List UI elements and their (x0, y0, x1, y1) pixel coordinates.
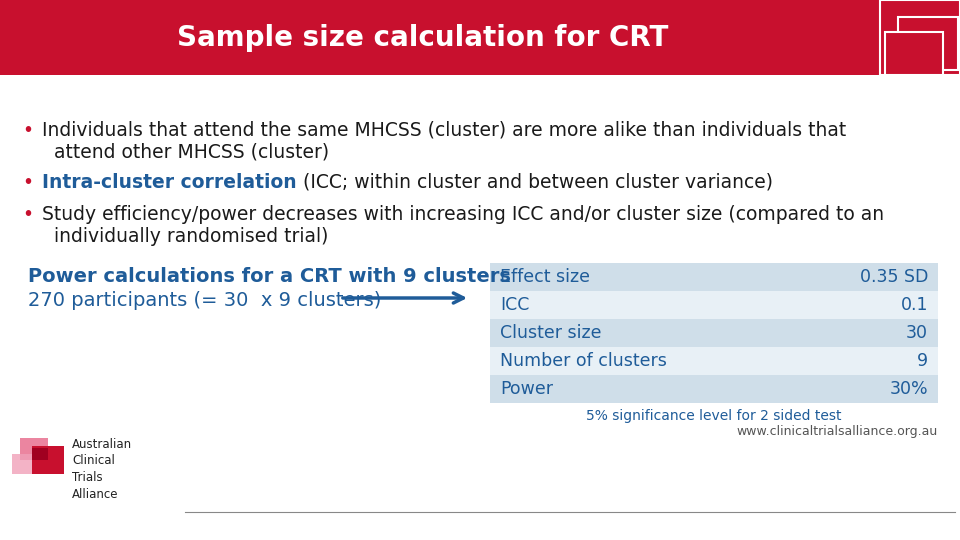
Bar (490, 375, 938, 403)
Text: ICC: ICC (500, 296, 529, 314)
Text: Individuals that attend the same MHCSS (cluster) are more alike than individuals: Individuals that attend the same MHCSS (… (42, 121, 847, 140)
Text: www.clinicaltrialsalliance.org.au: www.clinicaltrialsalliance.org.au (736, 425, 938, 438)
Text: Effect size: Effect size (500, 268, 590, 286)
Text: (ICC; within cluster and between cluster variance): (ICC; within cluster and between cluster… (297, 173, 773, 192)
Text: Intra-cluster correlation: Intra-cluster correlation (42, 173, 297, 192)
Text: 0.1: 0.1 (900, 296, 928, 314)
Text: Power: Power (500, 380, 553, 398)
Bar (490, 263, 938, 291)
Text: •: • (22, 173, 34, 192)
Text: Power calculations for a CRT with 9 clusters: Power calculations for a CRT with 9 clus… (28, 267, 511, 286)
Bar (885, 32, 943, 75)
Bar (898, 17, 958, 70)
Bar (880, 0, 960, 75)
Bar (490, 319, 938, 347)
Text: 5% significance level for 2 sided test: 5% significance level for 2 sided test (587, 409, 842, 423)
Text: attend other MHCSS (cluster): attend other MHCSS (cluster) (54, 143, 329, 162)
Bar (490, 347, 938, 375)
Text: •: • (22, 205, 34, 224)
Text: Study efficiency/power decreases with increasing ICC and/or cluster size (compar: Study efficiency/power decreases with in… (42, 205, 884, 224)
Bar (20, 438, 48, 460)
Text: Australian
Clinical
Trials
Alliance: Australian Clinical Trials Alliance (72, 438, 132, 501)
Bar (12, 454, 40, 474)
Bar (32, 448, 48, 460)
Bar (32, 446, 64, 474)
Text: 0.35 SD: 0.35 SD (859, 268, 928, 286)
FancyArrowPatch shape (343, 293, 464, 303)
Bar (490, 291, 938, 319)
Text: 30%: 30% (889, 380, 928, 398)
Text: Sample size calculation for CRT: Sample size calculation for CRT (177, 24, 668, 51)
Text: •: • (22, 121, 34, 140)
Bar (0, 0, 960, 75)
Text: 30: 30 (906, 324, 928, 342)
Text: 270 participants (= 30  x 9 clusters): 270 participants (= 30 x 9 clusters) (28, 291, 381, 310)
Text: individually randomised trial): individually randomised trial) (54, 227, 328, 246)
Text: Cluster size: Cluster size (500, 324, 602, 342)
Text: Number of clusters: Number of clusters (500, 352, 667, 370)
Text: 9: 9 (917, 352, 928, 370)
